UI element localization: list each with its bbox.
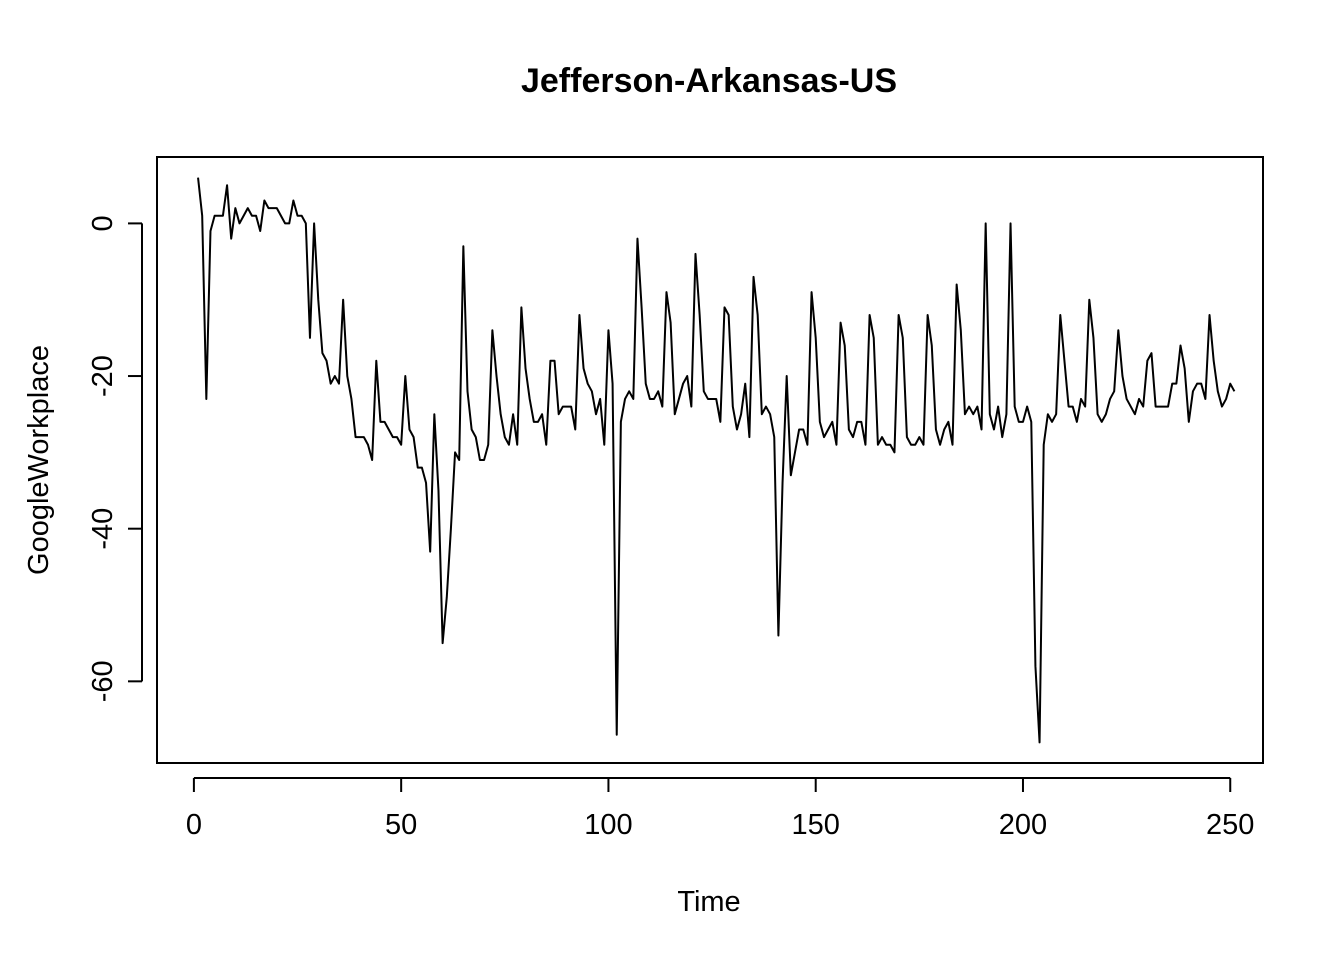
y-tick-label: 0 [87, 215, 119, 231]
y-tick-label: -60 [87, 660, 119, 702]
x-axis: 0 50 100 150 200 250 [186, 777, 1254, 841]
x-tick-label: 0 [186, 809, 202, 841]
y-tick-label: -20 [87, 355, 119, 397]
x-tick-label: 100 [584, 809, 632, 841]
x-axis-label: Time [677, 886, 740, 918]
y-tick-label: -40 [87, 508, 119, 550]
plot-frame [156, 156, 1264, 764]
x-tick-label: 200 [999, 809, 1047, 841]
series-line [197, 177, 1236, 744]
y-axis-label: GoogleWorkplace [23, 345, 55, 575]
x-tick-label: 50 [385, 809, 417, 841]
x-tick-label: 150 [792, 809, 840, 841]
series-layer [197, 177, 1236, 744]
x-tick-label: 250 [1206, 809, 1254, 841]
chart-title: Jefferson-Arkansas-US [521, 62, 897, 100]
y-axis: -60 -40 -20 0 [87, 215, 143, 702]
